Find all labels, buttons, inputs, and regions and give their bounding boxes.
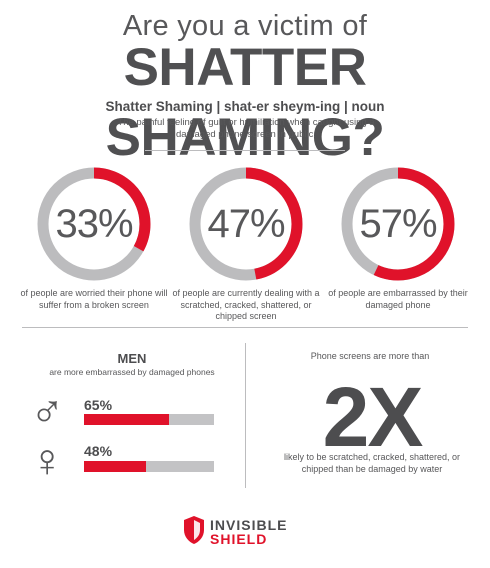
- stat-value: 47%: [207, 202, 285, 246]
- stat-ring-2: 47% of people are currently dealing with…: [172, 164, 320, 321]
- logo-word-shield: SHIELD: [210, 531, 268, 547]
- ring-chart-1: [37, 167, 151, 281]
- female-icon: ♀: [30, 434, 65, 486]
- screens-outro: likely to be scratched, cracked, shatter…: [283, 452, 461, 474]
- screens-multiplier: 2X: [322, 370, 424, 464]
- stat-caption: of people are embarrassed by their damag…: [328, 288, 468, 310]
- male-icon: ♂: [30, 385, 65, 437]
- stat-caption: of people are worried their phone will s…: [20, 288, 168, 310]
- male-bar-track: [84, 414, 214, 425]
- divider-middle: [22, 327, 468, 328]
- divider-top: [145, 150, 345, 151]
- logo-word-invisible: INVISIBLE: [210, 517, 288, 533]
- male-bar-fill: [84, 414, 169, 425]
- male-percent: 65%: [84, 397, 113, 413]
- stat-value: 57%: [359, 202, 437, 246]
- ring-fill: [189, 167, 303, 281]
- definition-text: The painful feeling of guilt or humiliat…: [117, 117, 375, 140]
- stat-caption: of people are currently dealing with a s…: [172, 288, 320, 321]
- female-percent: 48%: [84, 443, 113, 459]
- men-subtitle: are more embarrassed by damaged phones: [49, 367, 215, 377]
- stat-value: 33%: [55, 202, 133, 246]
- female-bar-fill: [84, 461, 147, 472]
- stat-ring-1: 33% of people are worried their phone wi…: [20, 164, 168, 310]
- definition-title: Shatter Shaming | shat-er sheym-ing | no…: [105, 99, 385, 114]
- headline-title: SHATTER SHAMING?: [105, 38, 385, 167]
- men-title: MEN: [117, 351, 147, 366]
- stat-ring-3: 57% of people are embarrassed by their d…: [328, 164, 468, 310]
- ring-fill: [37, 167, 151, 281]
- screens-intro: Phone screens are more than: [310, 351, 430, 361]
- female-bar-track: [84, 461, 214, 472]
- ring-fill: [341, 167, 455, 281]
- headline-intro: Are you a victim of: [122, 10, 368, 42]
- shield-logo-icon: [184, 516, 204, 544]
- divider-vertical: [245, 343, 246, 488]
- ring-chart-2: [189, 167, 303, 281]
- ring-chart-3: [341, 167, 455, 281]
